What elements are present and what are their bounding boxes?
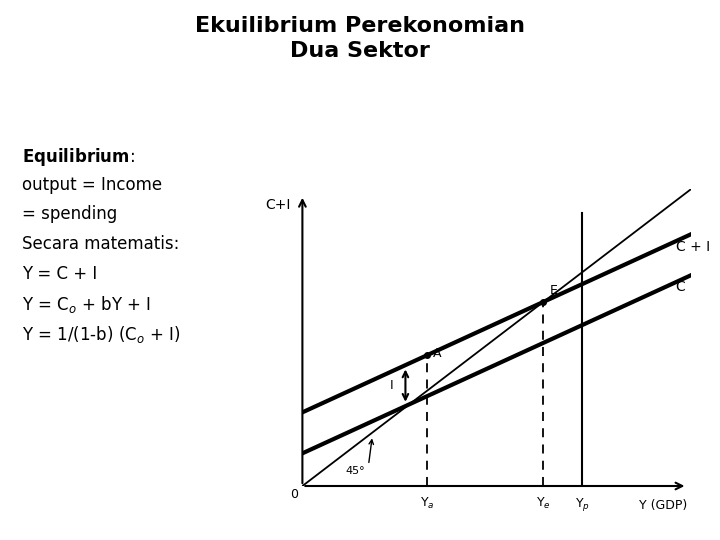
Text: Ekuilibrium Perekonomian
Dua Sektor: Ekuilibrium Perekonomian Dua Sektor [195,16,525,61]
Text: output = Income: output = Income [22,176,162,193]
Text: C+I: C+I [266,198,291,212]
Text: C: C [675,280,685,294]
Text: E: E [549,285,557,298]
Text: Y = C$_o$ + bY + I: Y = C$_o$ + bY + I [22,294,150,315]
Text: $\mathbf{Equilibrium}$:: $\mathbf{Equilibrium}$: [22,146,135,168]
Text: Y$_e$: Y$_e$ [536,496,551,511]
Text: Secara matematis:: Secara matematis: [22,235,179,253]
Text: Y (GDP): Y (GDP) [639,500,688,512]
Text: Y$_a$: Y$_a$ [420,496,434,511]
Text: I: I [390,379,394,392]
Text: C + I: C + I [675,240,710,254]
Text: A: A [433,347,441,360]
Text: 0: 0 [291,488,299,502]
Text: 45°: 45° [345,465,365,476]
Text: Y$_p$: Y$_p$ [575,496,590,514]
Text: Y = 1/(1-b) (C$_o$ + I): Y = 1/(1-b) (C$_o$ + I) [22,324,180,345]
Text: Y = C + I: Y = C + I [22,265,97,282]
Text: = spending: = spending [22,205,117,223]
